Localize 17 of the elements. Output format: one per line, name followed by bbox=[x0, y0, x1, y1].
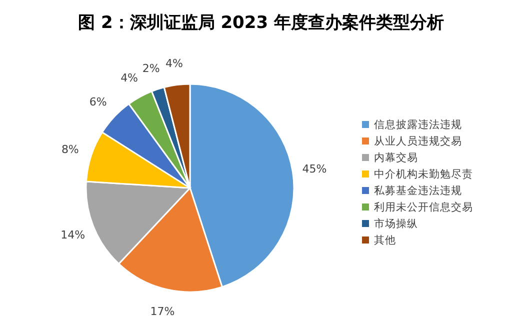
legend-label: 利用未公开信息交易 bbox=[374, 200, 473, 214]
legend-label: 私募基金违法违规 bbox=[374, 184, 462, 197]
legend-label: 信息披露违法违规 bbox=[374, 118, 462, 131]
legend-label: 内幕交易 bbox=[374, 151, 418, 164]
legend-label: 市场操纵 bbox=[374, 217, 418, 230]
data-label: 2% bbox=[142, 62, 160, 76]
data-label: 14% bbox=[60, 228, 86, 242]
data-label: 4% bbox=[165, 56, 183, 70]
data-label: 4% bbox=[120, 72, 138, 85]
legend-label: 中介机构未勤勉尽责 bbox=[374, 168, 473, 180]
legend-label: 从业人员违规交易 bbox=[374, 134, 462, 148]
data-label: 6% bbox=[89, 96, 107, 109]
data-label: 17% bbox=[150, 304, 175, 318]
legend-label: 其他 bbox=[374, 234, 396, 246]
data-label: 8% bbox=[61, 143, 79, 156]
data-label: 45% bbox=[302, 162, 327, 176]
chart-title: 图 2：深圳证监局 2023 年度查办案件类型分析 bbox=[78, 12, 444, 33]
